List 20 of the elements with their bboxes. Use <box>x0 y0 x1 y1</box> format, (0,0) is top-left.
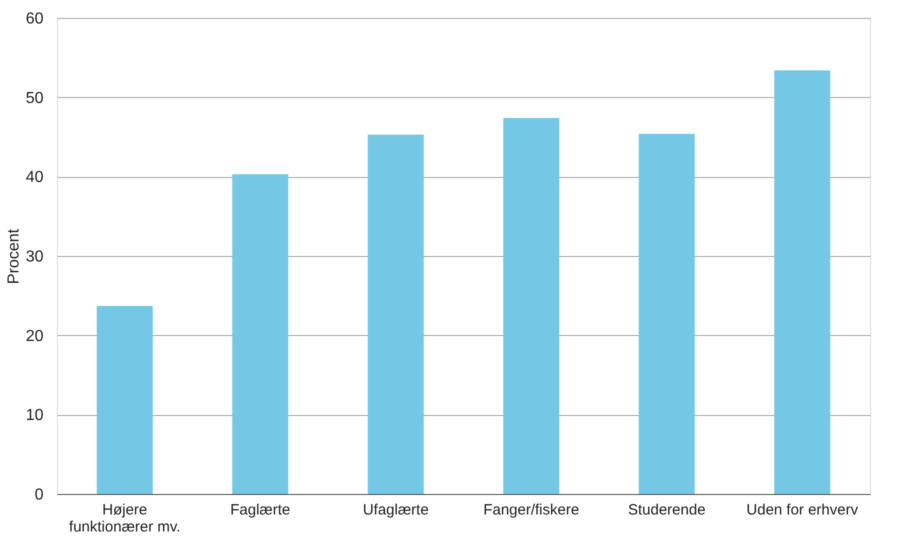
bar <box>503 118 560 494</box>
y-axis-title: Procent <box>6 228 23 284</box>
x-tick-label: Ufaglærte <box>362 502 429 518</box>
y-tick-label: 30 <box>26 248 44 266</box>
y-tick-label: 40 <box>26 169 44 186</box>
x-tick-label: Fanger/fiskere <box>483 502 580 518</box>
x-tick-label: Studerende <box>628 502 706 518</box>
x-tick-label: Højere funktionærer mv. <box>69 502 180 536</box>
bar <box>96 306 153 494</box>
y-tick-label: 0 <box>34 486 44 504</box>
x-tick-label: Faglærte <box>230 502 290 518</box>
y-tick-label: 50 <box>26 90 44 107</box>
y-tick-label: 20 <box>26 328 44 345</box>
bar <box>232 174 288 494</box>
bar <box>638 134 695 494</box>
bar <box>774 70 830 494</box>
y-tick-label: 60 <box>26 10 44 28</box>
y-tick-label: 10 <box>26 407 44 424</box>
x-tick-label: Uden for erhverv <box>746 502 859 518</box>
bar <box>368 134 424 494</box>
